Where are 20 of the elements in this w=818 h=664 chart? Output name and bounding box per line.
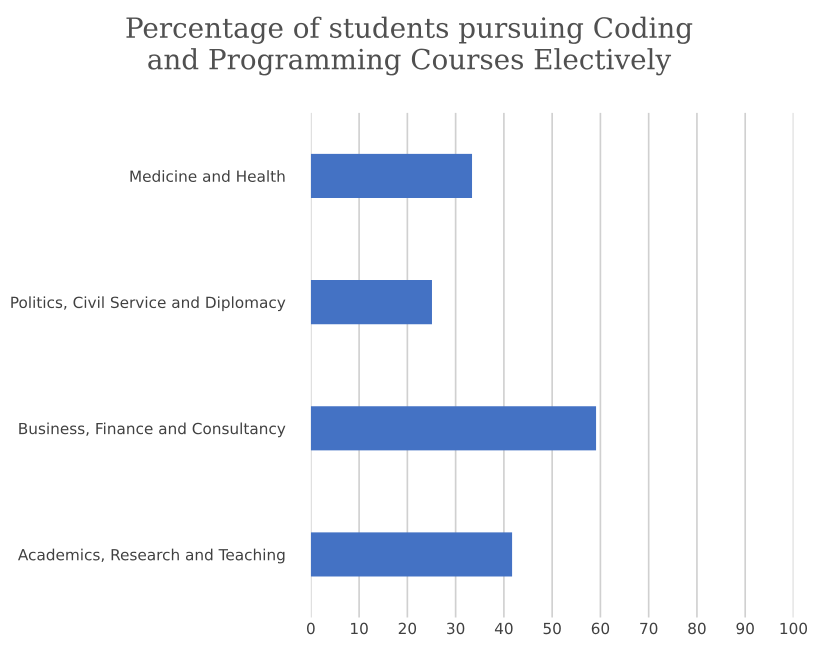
y-tick-label: Business, Finance and Consultancy [19, 422, 286, 438]
x-tick-label: 0 [306, 622, 315, 634]
x-tick-label: 40 [494, 622, 513, 634]
bar [310, 280, 432, 324]
bar [310, 406, 596, 450]
x-tick-label: 50 [544, 622, 561, 634]
y-tick-label: Academics, Research and Teaching [18, 548, 284, 564]
chart-title: Percentage of students pursuing Coding and Programming Courses Electively [126, 16, 692, 76]
x-tick-label: 60 [592, 622, 610, 634]
y-tick-label: Medicine and Health [130, 170, 285, 182]
y-tick-label: Politics, Civil Service and Diplomacy [11, 296, 286, 312]
bar [310, 154, 472, 198]
x-tick-label: 90 [736, 622, 754, 634]
x-tick-label: 30 [447, 622, 464, 634]
x-tick-label: 80 [688, 622, 706, 634]
x-tick-label: 70 [640, 622, 658, 634]
x-tick-label: 100 [780, 622, 808, 634]
x-tick-label: 10 [351, 622, 368, 634]
bar [310, 532, 512, 577]
x-tick-label: 20 [398, 622, 416, 634]
